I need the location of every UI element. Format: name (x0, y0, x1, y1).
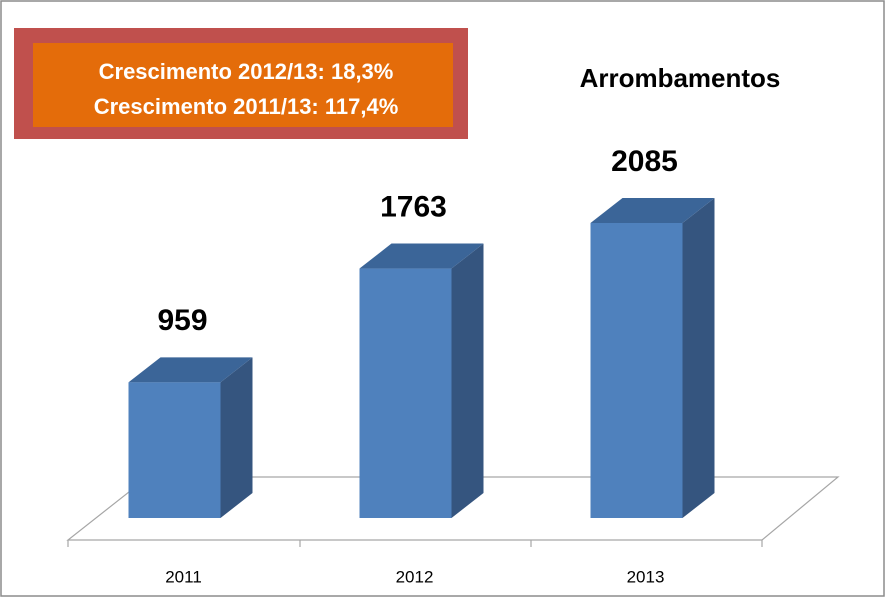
bar (359, 268, 452, 518)
bar-top (128, 357, 253, 383)
x-tick-label: 2012 (396, 567, 434, 586)
annotation-line: Crescimento 2011/13: 117,4% (94, 94, 399, 119)
data-label: 2085 (611, 145, 678, 178)
bar-side (220, 357, 253, 518)
x-tick-label: 2011 (165, 567, 202, 586)
data-label: 1763 (380, 190, 447, 223)
bar (590, 223, 683, 518)
bar-side (682, 198, 715, 518)
annotation-line: Crescimento 2012/13: 18,3% (99, 59, 394, 84)
bar-side (451, 243, 484, 518)
data-label: 959 (157, 304, 207, 337)
x-axis (67, 540, 763, 547)
annotation-box (33, 43, 453, 127)
bar-top (590, 198, 715, 223)
x-tick-label: 2013 (627, 567, 665, 586)
bar (128, 382, 221, 518)
bar-top (359, 243, 484, 269)
chart-title: Arrombamentos (580, 63, 781, 93)
